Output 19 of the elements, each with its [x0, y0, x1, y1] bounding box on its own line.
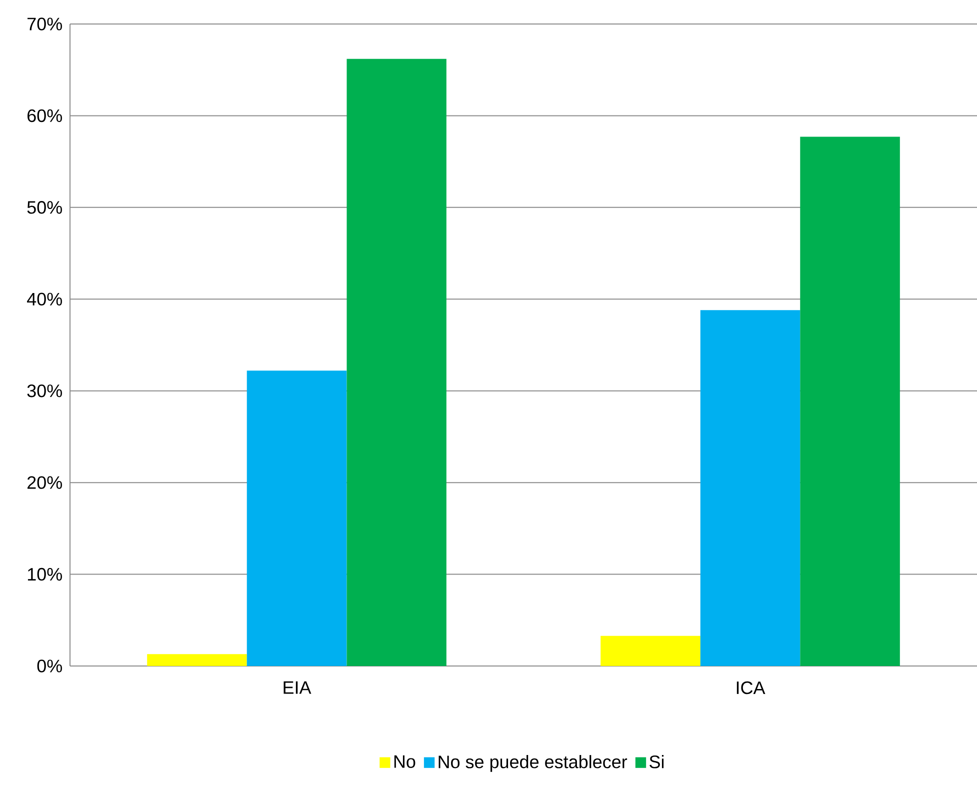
bar — [346, 58, 446, 666]
y-tick-label: 0% — [37, 660, 62, 672]
bar — [600, 636, 700, 666]
y-tick-label: 40% — [27, 292, 62, 306]
bar — [147, 654, 247, 666]
legend-label: No se puede establecer — [438, 755, 628, 772]
x-tick-label: ICA — [736, 681, 766, 694]
x-tick-label: EIA — [284, 681, 312, 694]
y-tick-label: 20% — [27, 476, 62, 489]
y-tick-label: 60% — [28, 109, 62, 122]
legend-label: Si — [650, 755, 664, 768]
legend-label: No — [394, 755, 416, 768]
bar — [800, 136, 900, 666]
bar — [246, 370, 347, 666]
y-tick-label: 70% — [28, 18, 62, 30]
y-tick-label: 50% — [27, 201, 62, 214]
bar — [700, 310, 800, 666]
y-tick-label: 10% — [28, 568, 62, 581]
y-tick-label: 30% — [27, 384, 62, 398]
